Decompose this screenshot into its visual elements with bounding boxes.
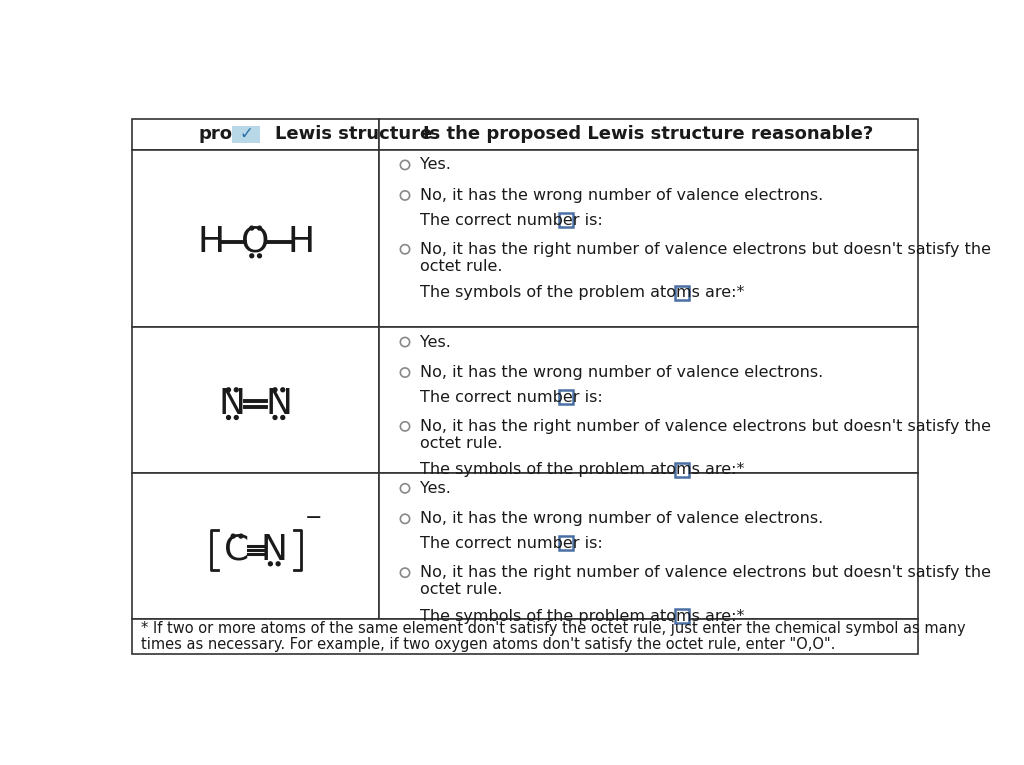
Circle shape bbox=[281, 388, 285, 392]
Text: C: C bbox=[224, 533, 250, 567]
Circle shape bbox=[273, 388, 276, 392]
Bar bbox=[676, 463, 689, 477]
Bar bbox=[232, 125, 260, 142]
Text: * If two or more atoms of the same element don't satisfy the octet rule, just en: * If two or more atoms of the same eleme… bbox=[141, 621, 966, 636]
Text: No, it has the right number of valence electrons but doesn't satisfy the: No, it has the right number of valence e… bbox=[420, 419, 990, 434]
Text: H: H bbox=[287, 225, 314, 259]
Text: The correct number is:: The correct number is: bbox=[420, 536, 602, 551]
Text: Yes.: Yes. bbox=[420, 481, 451, 496]
Circle shape bbox=[268, 562, 272, 566]
Circle shape bbox=[273, 415, 276, 419]
Bar bbox=[380, 119, 918, 149]
Text: No, it has the right number of valence electrons but doesn't satisfy the: No, it has the right number of valence e… bbox=[420, 565, 990, 580]
Text: No, it has the wrong number of valence electrons.: No, it has the wrong number of valence e… bbox=[420, 365, 823, 380]
Text: No, it has the wrong number of valence electrons.: No, it has the wrong number of valence e… bbox=[420, 511, 823, 526]
Bar bbox=[559, 213, 573, 227]
Bar bbox=[559, 536, 573, 550]
Text: Yes.: Yes. bbox=[420, 158, 451, 172]
Circle shape bbox=[239, 534, 243, 538]
Text: The correct number is:: The correct number is: bbox=[420, 389, 602, 405]
Text: −: − bbox=[304, 509, 322, 529]
Text: The symbols of the problem atoms are:*: The symbols of the problem atoms are:* bbox=[420, 463, 744, 477]
Text: H: H bbox=[198, 225, 224, 259]
Text: N: N bbox=[265, 386, 293, 421]
Circle shape bbox=[250, 254, 254, 258]
Bar bbox=[132, 327, 380, 473]
Text: Yes.: Yes. bbox=[420, 334, 451, 350]
Text: O: O bbox=[242, 225, 270, 259]
Text: The correct number is:: The correct number is: bbox=[420, 213, 602, 227]
Bar bbox=[132, 473, 380, 619]
Text: The symbols of the problem atoms are:*: The symbols of the problem atoms are:* bbox=[420, 609, 744, 623]
Text: octet rule.: octet rule. bbox=[420, 582, 502, 597]
Circle shape bbox=[258, 254, 261, 258]
Text: Lewis structure: Lewis structure bbox=[275, 125, 432, 143]
Circle shape bbox=[250, 226, 254, 230]
Text: No, it has the right number of valence electrons but doesn't satisfy the: No, it has the right number of valence e… bbox=[420, 242, 990, 257]
Bar bbox=[559, 390, 573, 404]
Text: The symbols of the problem atoms are:*: The symbols of the problem atoms are:* bbox=[420, 285, 744, 301]
Circle shape bbox=[234, 415, 239, 419]
Circle shape bbox=[234, 388, 239, 392]
Bar bbox=[132, 619, 918, 654]
Text: octet rule.: octet rule. bbox=[420, 259, 502, 274]
Text: octet rule.: octet rule. bbox=[420, 436, 502, 451]
Circle shape bbox=[276, 562, 280, 566]
Text: times as necessary. For example, if two oxygen atoms don't satisfy the octet rul: times as necessary. For example, if two … bbox=[141, 636, 836, 652]
Bar bbox=[380, 327, 918, 473]
Bar bbox=[380, 473, 918, 619]
Circle shape bbox=[258, 226, 261, 230]
Bar bbox=[676, 286, 689, 300]
Bar bbox=[132, 149, 380, 327]
Bar bbox=[676, 609, 689, 623]
Text: No, it has the wrong number of valence electrons.: No, it has the wrong number of valence e… bbox=[420, 188, 823, 203]
Circle shape bbox=[226, 415, 230, 419]
Bar bbox=[380, 149, 918, 327]
Circle shape bbox=[231, 534, 236, 538]
Circle shape bbox=[281, 415, 285, 419]
Bar bbox=[132, 119, 380, 149]
Circle shape bbox=[226, 388, 230, 392]
Text: N: N bbox=[219, 386, 246, 421]
Text: N: N bbox=[261, 533, 288, 567]
Text: ✓: ✓ bbox=[240, 125, 253, 143]
Text: Is the proposed Lewis structure reasonable?: Is the proposed Lewis structure reasonab… bbox=[424, 125, 873, 143]
Text: prop: prop bbox=[199, 125, 246, 143]
